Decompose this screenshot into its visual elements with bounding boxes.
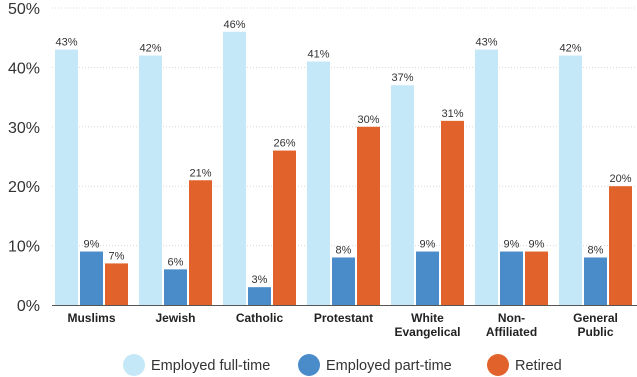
x-axis-category-labels: Muslims Jewish Catholic Protestant White Evan…	[67, 311, 617, 339]
bar-general-public-employed-full-time	[559, 55, 582, 305]
legend-label: Retired	[515, 358, 562, 374]
data-label: 43%	[55, 37, 77, 49]
bar-muslims-employed-full-time	[55, 49, 78, 305]
bar-muslims-employed-part-time	[80, 251, 103, 305]
bar-jewish-employed-full-time	[139, 55, 162, 305]
legend-swatch	[487, 354, 509, 376]
data-label: 31%	[441, 108, 463, 120]
category-label-muslims: Muslims	[67, 311, 115, 325]
category-label-non-affiliated: Non-Affiliated	[486, 311, 537, 339]
category-label-white-evangelical: White Evangelical	[394, 311, 460, 339]
data-label: 46%	[223, 19, 245, 31]
legend-label: Employed full-time	[151, 358, 270, 374]
bar-general-public-retired	[609, 186, 632, 305]
bar-general-public-employed-part-time	[584, 257, 607, 305]
data-label: 8%	[588, 244, 604, 256]
bar-white-evangelical-employed-part-time	[416, 251, 439, 305]
bar-protestant-employed-part-time	[332, 257, 355, 305]
legend-item-employed-full-time: Employed full-time	[123, 354, 270, 376]
data-label: 43%	[475, 37, 497, 49]
bar-white-evangelical-retired	[441, 120, 464, 305]
category-label-jewish: Jewish	[155, 311, 195, 325]
data-label: 9%	[84, 239, 100, 251]
data-label: 37%	[391, 72, 413, 84]
y-tick-label: 40%	[8, 60, 40, 77]
bar-jewish-employed-part-time	[164, 269, 187, 305]
bar-non-affiliated-employed-part-time	[500, 251, 523, 305]
data-label: 20%	[609, 173, 631, 185]
bar-catholic-employed-part-time	[248, 287, 271, 305]
data-label: 9%	[504, 239, 520, 251]
data-label: 26%	[273, 138, 295, 150]
legend-item-retired: Retired	[487, 354, 562, 376]
category-label-protestant: Protestant	[314, 311, 373, 325]
data-label: 42%	[139, 43, 161, 55]
data-label: 3%	[252, 274, 268, 286]
y-tick-label: 10%	[8, 239, 40, 256]
category-label-catholic: Catholic	[236, 311, 284, 325]
legend: Employed full-time Employed part-time Reti…	[123, 354, 562, 376]
data-label: 6%	[168, 256, 184, 268]
bar-muslims-retired	[105, 263, 128, 305]
legend-swatch	[298, 354, 320, 376]
bar-jewish-retired	[189, 180, 212, 305]
data-label: 41%	[307, 48, 329, 60]
data-labels: 43% 9% 7% 42% 6% 21% 46% 3% 26% 41% 8% 30% 37% 9% 31% 4…	[55, 19, 631, 286]
category-label-general-public: General Public	[573, 311, 618, 339]
bar-protestant-employed-full-time	[307, 61, 330, 306]
data-label: 8%	[336, 244, 352, 256]
legend-swatch	[123, 354, 145, 376]
y-tick-label: 50%	[8, 1, 40, 18]
bar-protestant-retired	[357, 126, 380, 305]
bars	[55, 31, 632, 306]
y-axis-tick-labels: 0% 10% 20% 30% 40% 50%	[8, 1, 40, 315]
bar-white-evangelical-employed-full-time	[391, 85, 414, 305]
data-label: 30%	[357, 114, 379, 126]
legend-item-employed-part-time: Employed part-time	[298, 354, 452, 376]
data-label: 21%	[189, 167, 211, 179]
bar-catholic-employed-full-time	[223, 31, 246, 305]
data-label: 9%	[420, 239, 436, 251]
legend-label: Employed part-time	[326, 358, 452, 374]
data-label: 9%	[529, 239, 545, 251]
data-label: 42%	[559, 43, 581, 55]
bar-non-affiliated-employed-full-time	[475, 49, 498, 305]
y-tick-label: 30%	[8, 120, 40, 137]
y-tick-label: 20%	[8, 179, 40, 196]
bar-catholic-retired	[273, 150, 296, 305]
data-label: 7%	[109, 250, 125, 262]
y-tick-label: 0%	[17, 298, 40, 315]
bar-non-affiliated-retired	[525, 251, 548, 305]
